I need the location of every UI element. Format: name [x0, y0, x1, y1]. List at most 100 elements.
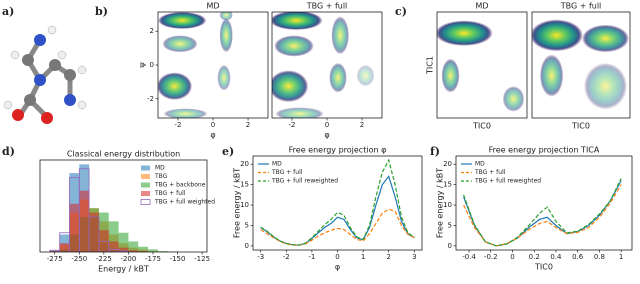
hist-bar	[89, 212, 99, 252]
y-tick-label: 15	[240, 181, 249, 189]
panel: Classical energy distribution -275 -250 -22…	[39, 150, 215, 274]
hist-bar	[98, 241, 110, 252]
density-blob	[163, 108, 208, 118]
x-tick-label: -175	[145, 255, 161, 263]
x-tick-label: -150	[170, 255, 186, 263]
chart-title: MD	[206, 2, 219, 11]
hist-bar	[118, 232, 129, 252]
legend-swatch	[141, 174, 150, 179]
x-tick-label: 1	[361, 253, 365, 261]
hist-bar	[128, 241, 139, 252]
line-series	[463, 178, 622, 247]
hist-bar	[49, 251, 60, 252]
hist-bar	[157, 251, 168, 252]
density-blob	[329, 62, 347, 93]
hist-bar	[79, 190, 90, 252]
hist-bar	[98, 230, 109, 252]
x-tick-label: 1	[619, 253, 623, 261]
plot-area	[456, 156, 632, 250]
x-tick-label: 0	[325, 121, 329, 129]
x-tick-label: 0	[510, 253, 514, 261]
density-blob	[158, 72, 193, 100]
x-axis-label: φ	[210, 131, 215, 140]
panel: MD TIC0 TIC1	[426, 2, 528, 131]
density-blob	[581, 24, 630, 53]
density-blob	[272, 12, 323, 31]
density-blob	[441, 58, 460, 93]
legend-label: TBG + full reweighted	[474, 178, 541, 185]
y-tick-label: 5	[245, 221, 249, 229]
panel-label: d)	[2, 145, 15, 158]
y-tick-label: 0	[448, 242, 452, 250]
x-axis-label: TIC0	[571, 122, 590, 131]
hist-bar	[148, 249, 158, 252]
panel: TBG + full -2 0 2 φ	[271, 2, 383, 140]
density-blob	[217, 65, 231, 91]
legend-label: TBG + full weighted	[154, 199, 215, 206]
x-tick-label: 2	[360, 121, 364, 129]
density-blob	[532, 19, 583, 52]
density-blob	[219, 18, 233, 53]
x-tick-label: -200	[120, 255, 136, 263]
x-axis-label: TIC0	[534, 263, 553, 272]
x-tick-label: -2	[174, 121, 181, 129]
hist-bar	[138, 246, 149, 252]
plot	[158, 12, 233, 118]
density-blob	[275, 107, 324, 118]
chart-title: Free energy projection TICA	[489, 146, 600, 155]
x-tick-label: 0	[335, 253, 339, 261]
density-blob	[583, 62, 628, 110]
x-tick-label: -275	[47, 255, 63, 263]
density-blob	[539, 54, 564, 97]
hist-bar	[138, 251, 149, 252]
axes-frame	[531, 11, 631, 119]
panel: TBG + full TIC0	[531, 2, 631, 131]
panel-label: f)	[430, 145, 440, 158]
x-tick-label: 0	[211, 121, 215, 129]
x-axis-label: TIC0	[472, 122, 491, 131]
panel: Free energy projection TICA -0.4 -0.2 0 0.2 0…	[436, 146, 633, 272]
legend-label: TBG + full	[271, 169, 303, 176]
legend-swatch	[141, 182, 150, 188]
x-axis-label: Energy / kBT	[98, 265, 149, 274]
axes-frame	[455, 155, 633, 251]
panel: MD -2 0 2 -2 0 2 φ ψ	[138, 2, 269, 140]
y-tick-label: 10	[443, 201, 452, 209]
plot	[437, 20, 525, 112]
line-series	[260, 158, 415, 246]
hist-bar	[108, 221, 119, 252]
panel: Free energy projection φ -3 -2 -1 0 1 2 3 0 5 10 15…	[233, 146, 423, 272]
panel-label: c)	[395, 5, 407, 18]
hist-bar	[128, 250, 139, 252]
chart-title: TBG + full	[306, 2, 348, 11]
hist-bar	[108, 241, 119, 252]
legend-label: MD	[155, 165, 165, 172]
chart-title: TBG + full	[560, 2, 602, 11]
x-tick-label: -1	[308, 253, 315, 261]
legend-label: TBG + full	[154, 190, 186, 197]
y-axis-label: Free energy / kBT	[436, 168, 445, 238]
y-tick-label: -2	[147, 95, 154, 103]
y-tick-label: 10	[240, 201, 249, 209]
x-tick-label: -250	[71, 255, 87, 263]
x-tick-label: -2	[288, 121, 295, 129]
axes-frame	[39, 159, 208, 253]
hist-bar	[78, 168, 90, 252]
density-blob	[162, 35, 198, 53]
density-blob	[502, 86, 525, 112]
y-tick-label: 15	[443, 181, 452, 189]
panel-label: a)	[2, 5, 14, 18]
y-axis-label: TIC1	[426, 56, 435, 75]
y-tick-label: 0	[150, 61, 154, 69]
plot	[260, 158, 415, 246]
hist-bar	[69, 203, 80, 252]
chart-title: Free energy projection φ	[289, 146, 387, 155]
y-axis-label: ψ	[138, 62, 147, 67]
plot	[463, 178, 622, 247]
legend-label: TBG + full reweighted	[271, 178, 338, 185]
legend-label: MD	[475, 161, 485, 168]
plot-area	[253, 156, 422, 250]
chart-title: Classical energy distribution	[67, 150, 180, 159]
x-tick-label: 3	[412, 253, 416, 261]
molecule	[3, 25, 87, 124]
